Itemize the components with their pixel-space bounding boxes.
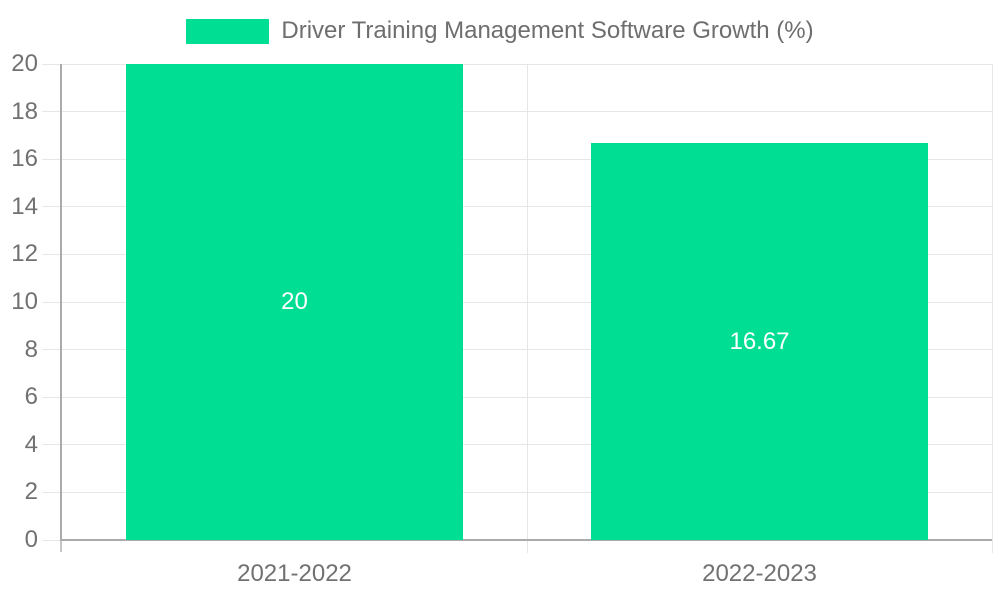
y-tick-label: 2: [24, 478, 38, 506]
chart-legend[interactable]: Driver Training Management Software Grow…: [0, 16, 1000, 46]
y-tick-label: 12: [11, 240, 38, 268]
y-tick-label: 16: [11, 145, 38, 173]
y-axis-tick: [42, 444, 62, 446]
x-axis-line: [60, 539, 992, 541]
y-tick-label: 14: [11, 192, 38, 220]
y-axis-below-tick: [60, 541, 62, 552]
y-axis-tick: [42, 253, 62, 255]
y-axis-tick: [42, 206, 62, 208]
x-axis-tick: [991, 540, 993, 553]
bar[interactable]: [590, 143, 929, 540]
y-axis-tick: [42, 396, 62, 398]
y-tick-label: 6: [24, 383, 38, 411]
y-axis-tick: [42, 301, 62, 303]
y-axis-tick: [42, 491, 62, 493]
y-tick-label: 10: [11, 288, 38, 315]
bar-value-label: 16.67: [729, 327, 790, 355]
y-axis-line: [60, 64, 62, 540]
bar[interactable]: [125, 64, 464, 540]
y-axis-tick: [42, 111, 62, 113]
y-axis-tick: [42, 63, 62, 65]
x-axis-tick: [526, 540, 528, 553]
bar-value-label: 20: [281, 288, 308, 315]
y-tick-label: 4: [24, 430, 38, 458]
legend-swatch: [186, 18, 270, 44]
y-tick-label: 0: [24, 526, 38, 553]
y-axis-tick: [42, 349, 62, 351]
gridline-x: [526, 64, 528, 540]
y-axis-tick: [42, 158, 62, 160]
gridline-x: [991, 64, 993, 540]
y-tick-label: 8: [24, 335, 38, 363]
y-axis-tick: [42, 539, 62, 541]
y-tick-label: 18: [11, 97, 38, 125]
x-tick-label: 2021-2022: [237, 560, 352, 587]
legend-label: Driver Training Management Software Grow…: [281, 17, 814, 44]
y-tick-label: 20: [11, 50, 38, 77]
x-tick-label: 2022-2023: [702, 560, 817, 587]
